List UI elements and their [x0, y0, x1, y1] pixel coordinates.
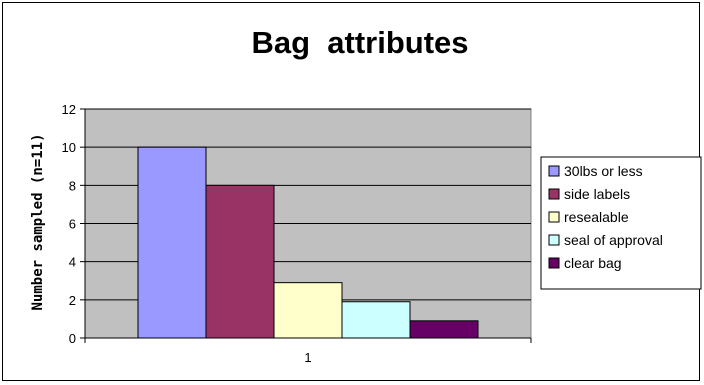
bar-side-labels	[205, 184, 275, 339]
y-tick-label: 6	[69, 217, 76, 232]
legend-entry: clear bag	[564, 255, 622, 271]
bar-resealable	[273, 282, 343, 339]
legend-entry: 30lbs or less	[564, 163, 643, 179]
legend-entry: resealable	[564, 209, 629, 225]
bars	[137, 146, 479, 339]
y-tick-label: 12	[62, 102, 76, 117]
x-tick-labels: 1	[84, 338, 532, 365]
y-tick-label: 10	[62, 140, 76, 155]
y-tick-label: 2	[69, 293, 76, 308]
legend-swatch	[548, 165, 560, 177]
legend-box	[540, 156, 702, 290]
legend-entry: seal of approval	[564, 232, 663, 248]
y-tick-labels: 0 2 4 6 8 10 12	[62, 102, 531, 346]
legend: 30lbs or less side labels resealable seal o…	[540, 156, 702, 290]
legend-swatch	[548, 257, 560, 269]
y-tick-label: 8	[69, 178, 76, 193]
y-tick-label: 0	[69, 331, 76, 346]
legend-entry: side labels	[564, 186, 630, 202]
bar-30lbs-or-less	[137, 146, 207, 339]
legend-swatch	[548, 188, 560, 200]
legend-swatch	[548, 234, 560, 246]
bar-seal-of-approval	[341, 301, 411, 339]
bar-clear-bag	[409, 320, 479, 339]
y-tick-label: 4	[69, 255, 76, 270]
chart-title: Bag attributes	[251, 25, 468, 60]
y-axis-label: Number sampled (n=11)	[30, 133, 46, 310]
legend-swatch	[548, 211, 560, 223]
x-tick-label: 1	[304, 350, 311, 365]
